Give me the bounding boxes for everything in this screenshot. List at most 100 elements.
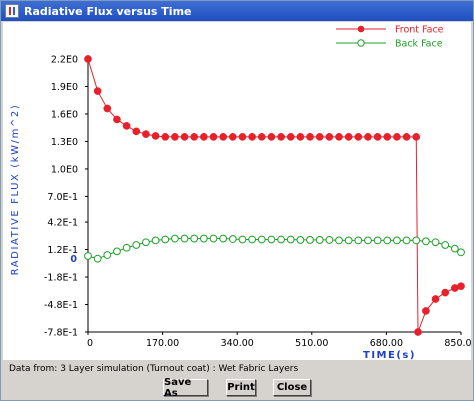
chart-app-icon [5,4,19,18]
data-point [257,235,266,244]
y-tick-label: 1.9E0 [51,82,78,93]
data-point [354,236,363,245]
data-point [306,133,314,141]
y-tick-label: 7.0E-1 [47,192,78,203]
data-point [93,87,102,95]
data-point [142,238,150,247]
data-point [306,236,314,244]
data-point [431,295,440,303]
data-point [286,235,295,244]
data-point [171,133,179,141]
window-title: Radiative Flux versus Time [24,4,192,18]
data-point [412,236,421,245]
data-point [364,133,372,141]
data-point [161,133,170,141]
y-tick-label: -7.8E-1 [44,328,78,339]
data-point [277,133,285,141]
data-point [219,234,228,243]
data-point [354,133,363,141]
data-point [335,236,343,245]
data-point [122,122,131,130]
x-axis-title: TIME(s) [363,350,416,360]
data-point [325,133,334,141]
y-tick-label: 1.3E0 [51,137,78,148]
data-point [228,235,237,243]
data-point [277,235,285,244]
y-axis-title: RADIATIVE FLUX (kW/m^2) [10,104,21,276]
data-point [457,282,465,291]
legend-label: Front Face [395,25,444,36]
data-point [373,236,382,245]
y-tick-label: -4.8E-1 [44,300,78,311]
data-point [228,133,237,141]
y-tick-label: 1.6E0 [51,109,78,120]
data-point [393,133,401,141]
data-point [422,307,430,315]
y-tick-label: 4.2E-1 [47,218,78,229]
data-point [248,235,257,244]
data-point [199,234,208,243]
data-point [315,133,324,141]
data-point [393,236,401,245]
data-point [161,235,170,244]
data-point [248,133,256,141]
data-point [441,288,450,297]
data-point [238,133,247,141]
data-point [421,237,430,246]
data-point [412,133,421,141]
data-point [364,236,372,245]
y-tick-label: 2.2E0 [51,55,78,66]
data-point [190,234,199,243]
data-point [84,252,92,260]
data-point [122,243,131,252]
data-point [199,133,208,141]
close-button[interactable]: Close [273,379,311,396]
series-line-front-face [415,136,462,333]
data-point [93,254,102,263]
data-point [151,132,160,140]
data-point [267,235,276,244]
data-point [209,133,218,141]
data-point [402,236,411,245]
data-point [180,133,189,141]
x-tick-label: 680.00 [370,338,403,349]
data-source-note: Data from: 3 Layer simulation (Turnout c… [9,364,299,374]
legend-label: Back Face [395,39,443,50]
save-as-button[interactable]: Save As [163,377,208,399]
data-point [335,133,343,141]
data-point [113,247,121,256]
x-tick-label: 170.00 [146,338,179,349]
zero-label: 0 [70,254,77,265]
y-tick-label: 1.2E-1 [47,245,78,256]
data-point [296,236,305,244]
series-line-back-face [87,238,462,260]
data-point [286,133,295,141]
data-point [113,115,121,124]
data-point [450,244,459,253]
data-point [151,236,160,245]
data-point [170,234,179,243]
data-point [344,133,353,141]
data-point [344,236,353,245]
data-point [373,133,382,141]
legend-marker [357,25,365,33]
data-point [441,241,450,249]
y-tick-label: -1.8E-1 [44,273,78,284]
data-point [257,133,266,141]
legend-marker [357,39,365,47]
data-point [142,130,150,138]
data-point [84,55,92,63]
y-tick-label: 1.0E0 [51,164,78,175]
data-point [383,236,392,245]
data-point [325,236,334,244]
data-point [209,234,218,243]
x-tick-label: 0 [87,338,93,349]
data-point [431,238,440,247]
data-point [132,241,141,249]
data-point [315,236,324,244]
data-point [238,235,247,244]
data-point [457,248,465,257]
print-button[interactable]: Print [226,379,256,396]
plot-panel: 2.2E0 1.9E0 1.6E0 1.3E0 1.0E0 7.0E-1 4.2E-1 1.2… [3,22,474,361]
